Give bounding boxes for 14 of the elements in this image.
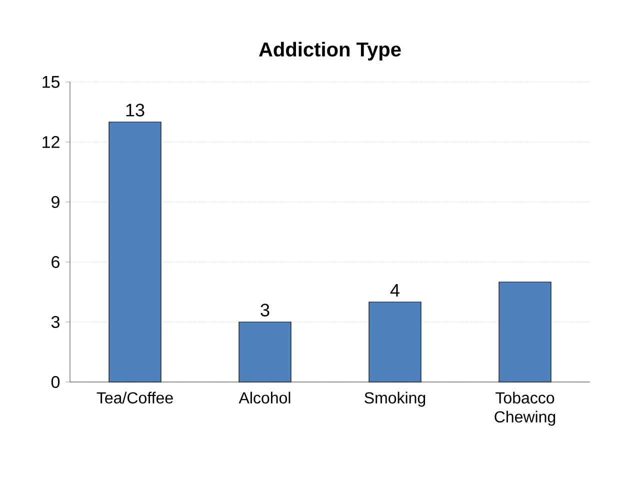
- y-tick-label: 0: [51, 376, 60, 388]
- y-tick-label: 9: [52, 196, 60, 208]
- data-label: 13: [126, 104, 144, 116]
- y-tick-label: 12: [42, 136, 60, 148]
- y-tick-label: 6: [52, 256, 60, 268]
- x-tick-label: Smoking: [364, 392, 426, 407]
- x-tick-label: Tobacco Chewing: [494, 392, 556, 426]
- x-tick-label: Alcohol: [238, 392, 290, 404]
- data-label: 4: [390, 284, 400, 296]
- data-label: 3: [260, 304, 270, 316]
- y-tick-label: 15: [42, 76, 60, 88]
- chart-title: Addiction Type: [259, 42, 401, 60]
- x-tick-label: Tea/Coffee: [96, 392, 173, 404]
- y-tick-label: 3: [51, 316, 60, 328]
